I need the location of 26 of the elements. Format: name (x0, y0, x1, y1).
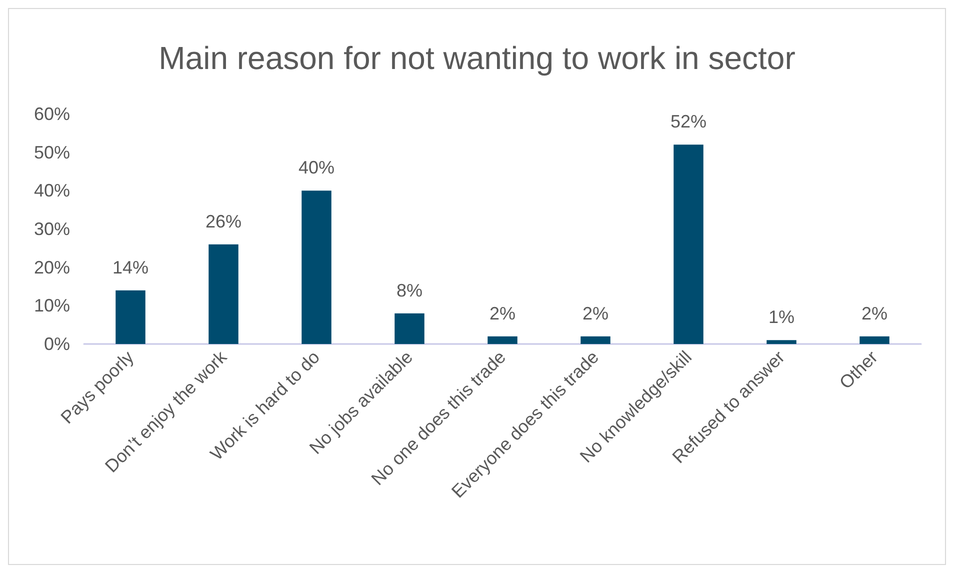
data-label: 14% (112, 257, 149, 278)
y-tick-label: 40% (34, 180, 70, 201)
bar (488, 336, 518, 344)
y-tick-label: 30% (34, 219, 70, 239)
y-tick-label: 20% (34, 257, 70, 278)
data-label: 1% (768, 307, 795, 328)
bar (208, 244, 238, 344)
data-label: 2% (489, 303, 516, 324)
bar (580, 336, 610, 344)
data-label: 40% (298, 158, 335, 178)
bar (116, 290, 146, 344)
data-label: 52% (670, 112, 707, 132)
chart-title: Main reason for not wanting to work in sector (158, 40, 796, 76)
data-label: 26% (205, 211, 242, 232)
bar (674, 144, 704, 344)
data-label: 2% (861, 303, 888, 324)
bar (394, 313, 424, 344)
y-tick-label: 50% (34, 142, 70, 162)
y-tick-label: 0% (44, 334, 70, 354)
data-label: 2% (582, 303, 609, 324)
bar (860, 336, 890, 344)
data-label: 8% (396, 280, 423, 300)
y-tick-label: 10% (34, 296, 70, 316)
bar (302, 190, 332, 344)
bar (766, 340, 796, 344)
y-tick-label: 60% (34, 104, 70, 124)
